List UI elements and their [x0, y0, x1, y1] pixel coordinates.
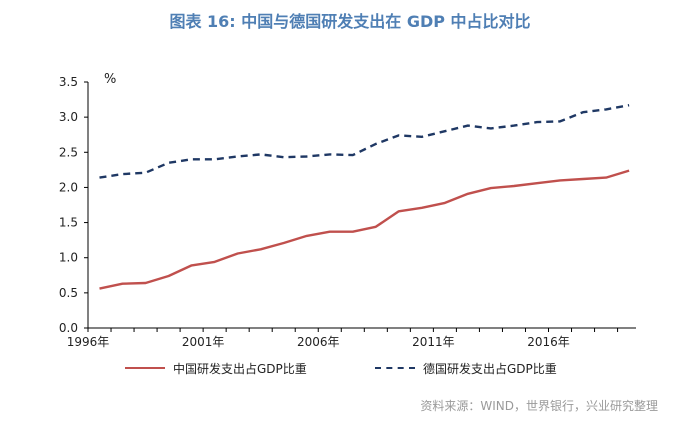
legend-item-china: 中国研发支出占GDP比重 — [125, 360, 307, 376]
y-axis-unit-label: % — [104, 72, 117, 87]
y-tick-label: 3.0 — [59, 110, 78, 124]
chart-title: 图表 16: 中国与德国研发支出在 GDP 中占比对比 — [169, 12, 531, 31]
y-tick-label: 2.5 — [59, 145, 78, 159]
y-tick-label: 1.5 — [59, 216, 78, 230]
legend-swatch-dashed — [375, 367, 415, 369]
x-tick-label: 2001年 — [182, 335, 225, 349]
series-line-germany — [99, 104, 630, 179]
y-tick-label: 2.0 — [59, 180, 78, 194]
y-tick-label: 1.0 — [59, 251, 78, 265]
y-tick-label: 3.5 — [59, 75, 78, 89]
legend-item-germany: 德国研发支出占GDP比重 — [375, 360, 557, 376]
legend-label-china: 中国研发支出占GDP比重 — [173, 361, 307, 376]
series-group — [99, 104, 630, 290]
x-tick-label: 2016年 — [527, 335, 570, 349]
legend-label-germany: 德国研发支出占GDP比重 — [423, 361, 557, 376]
series-line-china — [99, 169, 630, 290]
x-tick-label: 2006年 — [297, 335, 340, 349]
x-tick-label: 2011年 — [412, 335, 455, 349]
axes: 0.0 0.5 1.0 1.5 2.0 2.5 3.0 3.5 1996年 2001年 2006年 2… — [59, 75, 636, 349]
x-tick-label: 1996年 — [67, 335, 110, 349]
source-note: 资料来源：WIND，世界银行，兴业研究整理 — [420, 399, 658, 413]
y-tick-label: 0.0 — [59, 321, 78, 335]
y-tick-label: 0.5 — [59, 286, 78, 300]
legend-swatch-solid — [125, 367, 165, 369]
